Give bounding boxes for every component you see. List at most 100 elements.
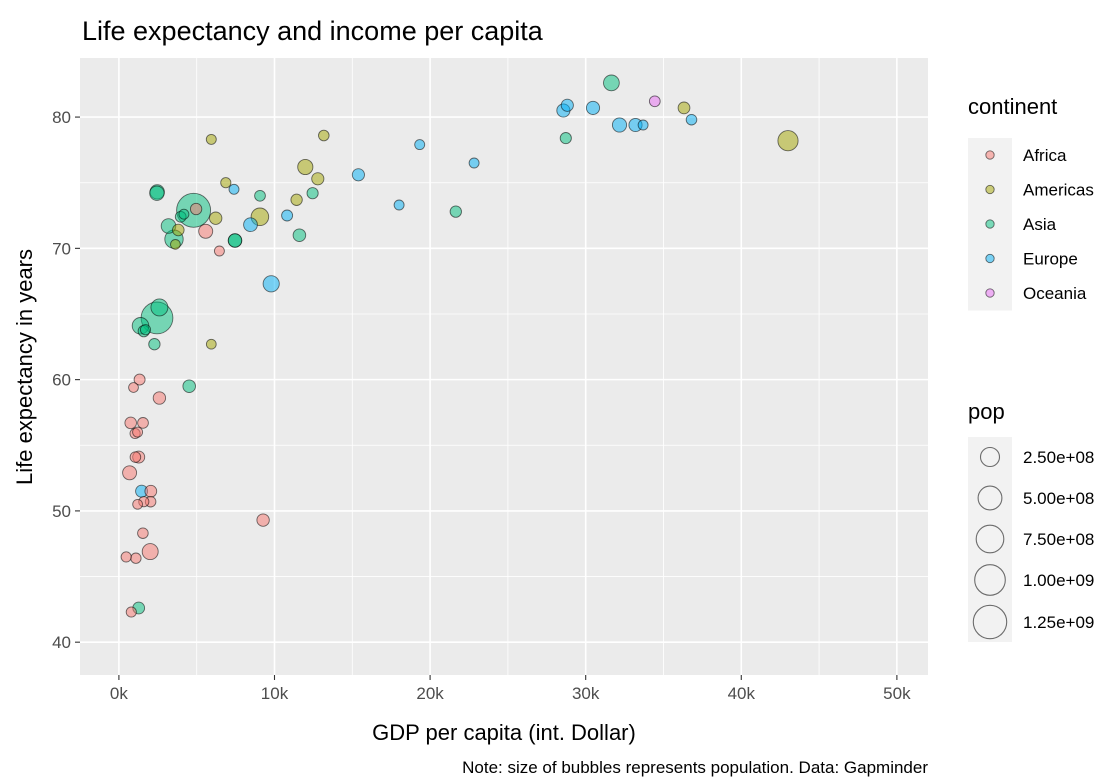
data-point <box>137 417 149 429</box>
data-point <box>125 606 137 618</box>
data-point <box>205 338 217 350</box>
size-legend-key <box>979 446 1001 468</box>
x-axis-ticks: 0k 10k 20k 30k 40k 50k <box>110 675 911 703</box>
data-point <box>262 275 280 293</box>
data-point <box>172 223 185 237</box>
size-legend-label: 1.25e+09 <box>1023 613 1094 632</box>
size-legend-label: 1.00e+09 <box>1023 571 1094 590</box>
data-point <box>637 119 649 131</box>
y-tick-label: 70 <box>52 239 71 258</box>
chart-caption: Note: size of bubbles represents populat… <box>462 758 928 777</box>
data-point <box>205 133 217 145</box>
size-legend-label: 5.00e+08 <box>1023 489 1094 508</box>
data-point <box>306 187 319 200</box>
data-point <box>170 239 181 250</box>
data-point <box>351 168 365 182</box>
data-point <box>393 199 405 211</box>
size-legend-key <box>974 564 1006 596</box>
size-legend-key <box>975 524 1005 554</box>
legend-label-africa: Africa <box>1023 146 1067 165</box>
data-point <box>178 208 190 220</box>
data-point <box>468 157 480 169</box>
legend-label-asia: Asia <box>1023 215 1057 234</box>
legend-label-europe: Europe <box>1023 250 1078 269</box>
x-tick-label: 0k <box>110 684 128 703</box>
legend-label-americas: Americas <box>1023 181 1094 200</box>
data-point <box>281 209 294 222</box>
chart-title: Life expectancy and income per capita <box>82 16 544 46</box>
data-point <box>611 117 628 133</box>
data-point <box>449 205 462 218</box>
data-point <box>254 189 266 202</box>
data-point <box>189 202 203 216</box>
size-legend-label: 2.50e+08 <box>1023 448 1094 467</box>
data-point <box>414 139 426 151</box>
data-point <box>132 426 144 438</box>
data-point <box>144 484 158 498</box>
data-point <box>120 551 132 563</box>
y-tick-label: 40 <box>52 633 71 652</box>
x-tick-label: 40k <box>728 684 756 703</box>
data-point <box>129 451 142 463</box>
size-legend-key <box>972 604 1008 640</box>
data-point <box>585 100 601 115</box>
data-point <box>777 130 799 152</box>
data-point <box>152 391 167 405</box>
data-point <box>685 113 698 126</box>
data-point <box>648 95 661 108</box>
data-point <box>148 338 161 351</box>
y-axis-title: Life expectancy in years <box>12 249 37 485</box>
x-tick-label: 50k <box>883 684 911 703</box>
x-axis-title: GDP per capita (int. Dollar) <box>372 720 636 745</box>
x-tick-label: 20k <box>416 684 444 703</box>
legend-key-oceania <box>985 288 995 298</box>
data-point <box>227 233 243 248</box>
data-point <box>150 298 169 317</box>
y-tick-label: 60 <box>52 371 71 390</box>
continent-legend-title: continent <box>968 94 1057 119</box>
pop-legend: pop 2.50e+08 5.00e+08 7.50e+08 1.00e+09 1.25… <box>968 399 1094 642</box>
pop-legend-title: pop <box>968 399 1005 424</box>
data-point <box>228 183 240 195</box>
data-point <box>311 172 325 186</box>
data-point <box>318 129 330 142</box>
x-tick-label: 10k <box>261 684 289 703</box>
data-point <box>182 379 196 393</box>
data-point <box>677 101 691 115</box>
size-legend-background <box>968 437 1012 642</box>
data-point <box>133 373 146 386</box>
data-point <box>141 543 159 561</box>
data-point <box>243 217 258 233</box>
y-axis-ticks: 40 50 60 70 80 <box>52 108 80 652</box>
data-point <box>209 211 223 225</box>
data-point <box>132 498 143 510</box>
legend-key-asia <box>985 219 995 229</box>
legend-key-africa <box>985 150 995 160</box>
legend-key-americas <box>985 184 995 195</box>
data-point <box>137 527 149 539</box>
plot-panel <box>80 58 928 675</box>
data-point <box>292 228 307 242</box>
data-point <box>290 193 303 206</box>
data-point <box>122 465 138 481</box>
data-point <box>124 416 137 430</box>
data-points <box>120 74 799 618</box>
legend-key-europe <box>985 253 995 264</box>
data-point <box>149 185 165 201</box>
data-point <box>220 177 232 189</box>
legend-label-oceania: Oceania <box>1023 284 1087 303</box>
data-point <box>559 132 572 145</box>
data-point <box>130 552 142 564</box>
y-tick-label: 50 <box>52 502 71 521</box>
data-point <box>297 158 314 176</box>
size-legend-key <box>977 485 1003 511</box>
y-tick-label: 80 <box>52 108 71 127</box>
data-point <box>560 98 574 112</box>
data-point <box>198 223 214 239</box>
continent-legend: continent Africa Americas Asia Europe Oceani… <box>968 94 1094 311</box>
x-tick-label: 30k <box>572 684 600 703</box>
data-point <box>603 74 620 92</box>
data-point <box>139 324 152 336</box>
data-point <box>128 382 139 393</box>
size-legend-label: 7.50e+08 <box>1023 530 1094 549</box>
